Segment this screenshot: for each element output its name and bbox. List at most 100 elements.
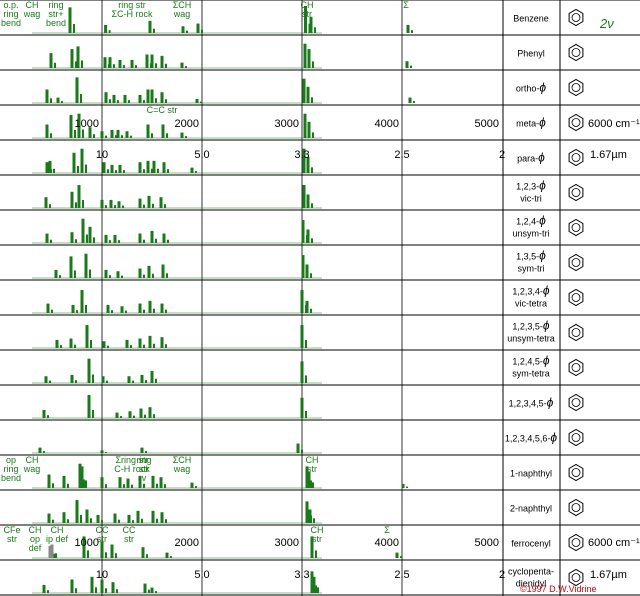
peak-bar: [146, 160, 150, 173]
peak-bar: [162, 162, 166, 173]
peak-annotation: ΣCH: [173, 0, 192, 10]
peak-bar: [151, 475, 155, 488]
peak-annotation: bend: [1, 18, 21, 28]
peak-bar: [56, 97, 60, 103]
peak-bar: [123, 94, 127, 103]
peak-bar: [126, 478, 130, 488]
aromatic-circle-icon: [571, 398, 581, 407]
peak-shoulder: [132, 520, 134, 523]
peak-shoulder: [153, 343, 155, 348]
phi-symbol: ϕ: [547, 396, 554, 410]
peak-annotation: str: [97, 534, 107, 544]
peak-bar: [87, 358, 91, 383]
peak-shoulder: [76, 310, 78, 313]
peak-shoulder: [312, 132, 314, 138]
peak-bar: [50, 544, 54, 558]
cm-tick-label: 1000: [75, 118, 99, 130]
peak-shoulder: [166, 133, 168, 138]
peak-bar: [69, 115, 73, 138]
peak-bar: [128, 411, 132, 418]
benzene-ring-icon: [568, 393, 584, 412]
peak-bar: [138, 338, 142, 348]
peak-annotation: str: [139, 464, 149, 474]
peak-bar: [84, 253, 88, 278]
benzene-ring-icon: [568, 568, 584, 587]
peak-bar: [42, 584, 46, 593]
peak-bar: [85, 509, 89, 523]
peak-bar: [300, 325, 304, 348]
peak-bar: [120, 306, 124, 313]
benzene-ring-icon: [568, 498, 584, 517]
peak-shoulder: [143, 169, 145, 173]
peak-bar: [148, 300, 152, 313]
peak-bar: [181, 26, 185, 33]
peak-bar: [138, 94, 142, 103]
benzene-ring-icon: [568, 183, 584, 202]
peak-bar: [108, 57, 112, 68]
peak-shoulder: [133, 415, 135, 418]
peak-bar: [307, 49, 311, 68]
peak-shoulder: [50, 133, 52, 138]
peak-shoulder: [143, 239, 145, 243]
peak-shoulder: [167, 169, 169, 173]
peak-bar: [160, 512, 164, 523]
peak-bar: [115, 412, 119, 418]
benzene-ring-icon: [568, 358, 584, 377]
micron-tick-label: 1.67µm: [590, 569, 627, 581]
peak-bar: [408, 97, 412, 103]
peak-annotation: ring: [3, 464, 18, 474]
peak-shoulder: [118, 240, 120, 243]
peak-shoulder: [81, 60, 83, 68]
peak-annotation: wag: [173, 9, 191, 19]
peak-shoulder: [89, 269, 91, 278]
micron-tick-label: 3.3: [294, 569, 309, 581]
peak-bar: [148, 20, 152, 33]
peak-bar: [46, 303, 50, 313]
benzene-ring-icon: [568, 43, 584, 62]
peak-shoulder: [82, 199, 84, 208]
peak-bar: [116, 271, 120, 278]
peak-bar: [70, 374, 74, 383]
cm-tick-label: 1000: [75, 537, 99, 549]
peak-shoulder: [47, 590, 49, 593]
peak-bar: [42, 409, 46, 418]
peak-bar: [113, 513, 117, 523]
aromatic-circle-icon: [571, 503, 581, 512]
peak-annotation: CH: [26, 0, 39, 10]
peak-annotation: str: [307, 464, 317, 474]
peak-shoulder: [75, 61, 77, 68]
peak-annotation: Σring str: [115, 455, 148, 465]
peak-bar: [165, 552, 169, 558]
peak-bar: [104, 24, 108, 33]
row-label: para-ϕ: [517, 151, 545, 165]
aromatic-circle-icon: [571, 293, 581, 302]
peak-shoulder: [130, 345, 132, 348]
peak-bar: [190, 482, 194, 488]
peak-bar: [190, 167, 194, 173]
peak-shoulder: [165, 519, 167, 523]
peak-bar: [162, 233, 166, 243]
peak-bar: [45, 162, 49, 173]
peak-shoulder: [195, 171, 197, 173]
peak-annotation: C=C str: [147, 105, 178, 115]
peak-shoulder: [166, 273, 168, 278]
peak-bar: [78, 463, 82, 488]
aromatic-circle-icon: [571, 433, 581, 442]
row-spectrum: [32, 43, 412, 69]
peak-shoulder: [113, 64, 115, 68]
peak-bar: [100, 199, 104, 208]
phi-symbol: ϕ: [539, 116, 546, 130]
peak-shoulder: [92, 374, 94, 383]
peak-shoulder: [310, 308, 312, 313]
row-spectrum: [32, 253, 322, 279]
peak-bar: [75, 500, 79, 523]
peak-bar: [150, 89, 154, 103]
peak-shoulder: [49, 380, 51, 383]
peak-bar: [160, 337, 164, 348]
peak-bar: [88, 127, 92, 138]
aromatic-circle-icon: [571, 13, 581, 22]
cm-tick-label: 2000: [175, 537, 199, 549]
row-label: ortho-ϕ: [516, 81, 547, 95]
peak-shoulder: [85, 164, 87, 173]
